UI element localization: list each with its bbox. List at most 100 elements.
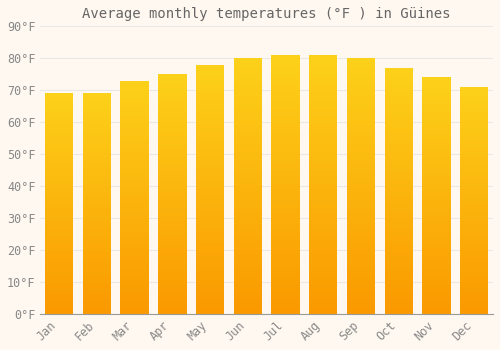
Bar	[422, 179, 450, 181]
Bar	[158, 302, 186, 304]
Bar	[234, 206, 262, 209]
Bar	[120, 211, 149, 214]
Bar	[234, 145, 262, 148]
Bar	[422, 87, 450, 89]
Bar	[120, 279, 149, 281]
Bar	[234, 219, 262, 222]
Bar	[83, 98, 111, 100]
Bar	[422, 215, 450, 217]
Bar	[422, 111, 450, 113]
Bar	[120, 197, 149, 199]
Bar	[309, 239, 338, 241]
Bar	[234, 94, 262, 97]
Bar	[196, 267, 224, 269]
Bar	[45, 305, 74, 307]
Bar	[196, 127, 224, 130]
Bar	[120, 290, 149, 293]
Bar	[196, 306, 224, 309]
Bar	[347, 176, 375, 178]
Bar	[309, 187, 338, 190]
Bar	[234, 306, 262, 309]
Bar	[460, 100, 488, 103]
Bar	[272, 244, 299, 247]
Bar	[234, 230, 262, 232]
Bar	[234, 86, 262, 89]
Bar	[460, 153, 488, 155]
Bar	[347, 99, 375, 102]
Bar	[384, 233, 413, 235]
Bar	[234, 155, 262, 158]
Bar	[460, 160, 488, 162]
Bar	[234, 102, 262, 104]
Bar	[347, 206, 375, 209]
Bar	[158, 213, 186, 216]
Bar	[83, 272, 111, 274]
Bar	[83, 204, 111, 206]
Bar	[422, 286, 450, 288]
Bar	[120, 225, 149, 228]
Bar	[309, 272, 338, 275]
Bar	[309, 81, 338, 84]
Bar	[384, 78, 413, 80]
Bar	[158, 309, 186, 312]
Bar	[196, 189, 224, 192]
Bar	[45, 285, 74, 287]
Bar	[196, 70, 224, 72]
Bar	[309, 283, 338, 285]
Bar	[422, 201, 450, 203]
Bar	[196, 222, 224, 224]
Bar	[347, 61, 375, 63]
Bar	[309, 120, 338, 122]
Bar	[460, 187, 488, 189]
Bar	[272, 159, 299, 161]
Bar	[120, 188, 149, 190]
Bar	[422, 141, 450, 144]
Bar	[272, 78, 299, 81]
Bar	[234, 253, 262, 255]
Bar	[83, 263, 111, 265]
Bar	[234, 178, 262, 181]
Bar	[234, 237, 262, 240]
Bar	[196, 192, 224, 194]
Bar	[460, 287, 488, 289]
Bar	[45, 116, 74, 118]
Bar	[234, 84, 262, 86]
Bar	[120, 181, 149, 183]
Bar	[309, 60, 338, 63]
Bar	[196, 94, 224, 97]
Bar	[422, 162, 450, 165]
Bar	[347, 186, 375, 189]
Bar	[234, 312, 262, 314]
Bar	[460, 135, 488, 137]
Bar	[196, 264, 224, 267]
Bar	[309, 102, 338, 104]
Bar	[158, 201, 186, 204]
Bar	[45, 124, 74, 126]
Bar	[272, 301, 299, 303]
Bar	[83, 281, 111, 283]
Bar	[158, 125, 186, 127]
Bar	[347, 107, 375, 109]
Bar	[158, 115, 186, 117]
Bar	[460, 189, 488, 191]
Bar	[45, 164, 74, 166]
Bar	[272, 260, 299, 262]
Bar	[196, 97, 224, 99]
Bar	[196, 229, 224, 232]
Bar	[83, 116, 111, 118]
Bar	[83, 135, 111, 138]
Bar	[158, 235, 186, 237]
Bar	[460, 148, 488, 150]
Bar	[309, 303, 338, 306]
Bar	[234, 158, 262, 161]
Bar	[422, 132, 450, 134]
Bar	[384, 265, 413, 267]
Bar	[158, 275, 186, 278]
Bar	[347, 191, 375, 194]
Bar	[83, 202, 111, 204]
Bar	[384, 255, 413, 257]
Bar	[309, 203, 338, 205]
Bar	[83, 287, 111, 290]
Bar	[272, 203, 299, 205]
Bar	[196, 102, 224, 105]
